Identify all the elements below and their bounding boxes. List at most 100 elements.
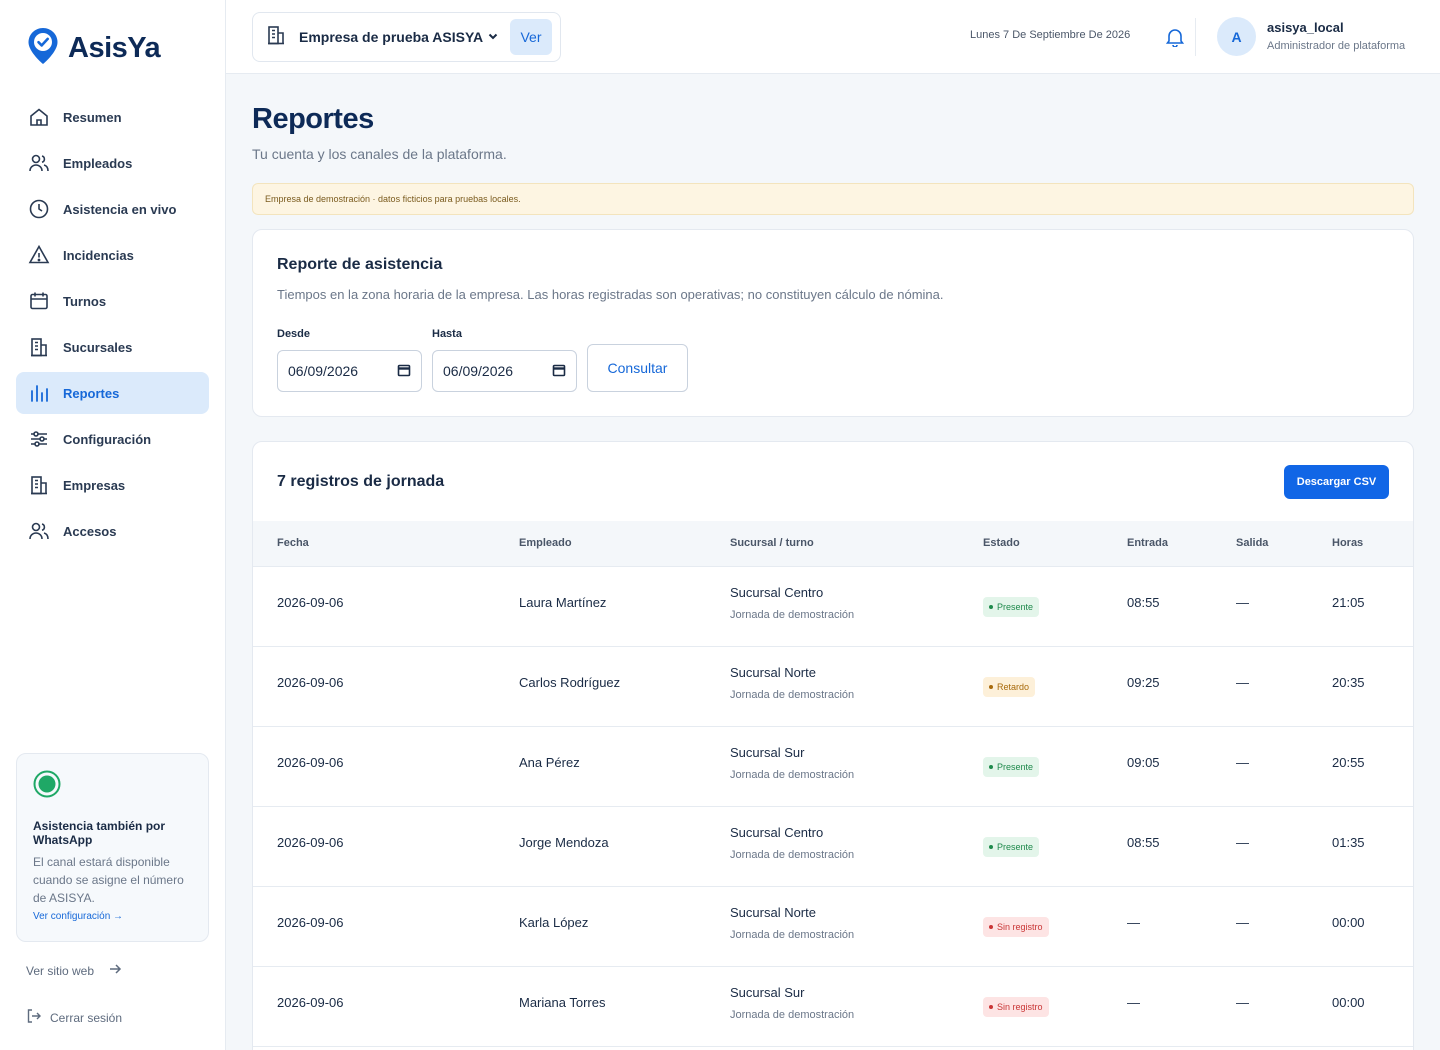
bell-icon[interactable] (1165, 27, 1185, 52)
from-date-input[interactable]: 06/09/2026 (277, 350, 422, 392)
row-date: 2026-09-06 (277, 995, 344, 1010)
table-row[interactable]: 2026-09-06 Karla López Sucursal Norte Jo… (253, 886, 1413, 966)
brand-logo[interactable]: AsisYa (26, 26, 161, 71)
whatsapp-card-title: Asistencia también por WhatsApp (33, 819, 166, 847)
consult-button[interactable]: Consultar (587, 344, 688, 392)
view-company-button[interactable]: Ver (510, 19, 552, 55)
status-badge: Presente (983, 837, 1040, 857)
row-date: 2026-09-06 (277, 835, 344, 850)
sidebar-item-empleados[interactable]: Empleados (16, 142, 209, 184)
table-row-partial (253, 1046, 1413, 1050)
sidebar-item-label: Configuración (63, 431, 152, 447)
users-icon (28, 520, 50, 542)
page-title: Reportes (252, 103, 374, 135)
company-selector: Empresa de prueba ASISYA Ver (252, 12, 561, 62)
status-dot (989, 685, 993, 689)
status-dot (989, 605, 993, 609)
avatar[interactable]: A (1217, 17, 1256, 56)
column-header[interactable]: Empleado (519, 537, 572, 549)
column-header[interactable]: Salida (1236, 537, 1269, 549)
company-dropdown[interactable]: Empresa de prueba ASISYA (299, 29, 499, 45)
whatsapp-card: Asistencia también por WhatsApp El canal… (16, 753, 209, 942)
row-date: 2026-09-06 (277, 915, 344, 930)
row-out: — (1236, 995, 1249, 1010)
logout-link[interactable]: Cerrar sesión (26, 1008, 122, 1027)
row-shift: Jornada de demostración (730, 769, 855, 781)
row-hours: 00:00 (1332, 915, 1365, 930)
records-title: 7 registros de jornada (277, 473, 445, 490)
row-in: 09:25 (1127, 675, 1160, 690)
home-icon (28, 106, 50, 128)
sidebar-item-label: Incidencias (63, 247, 134, 263)
status-badge: Sin registro (983, 917, 1049, 937)
row-out: — (1236, 915, 1249, 930)
row-in: — (1127, 915, 1140, 930)
status-dot (989, 765, 993, 769)
column-header[interactable]: Sucursal / turno (730, 537, 814, 549)
to-date-input[interactable]: 06/09/2026 (432, 350, 577, 392)
logout-label: Cerrar sesión (50, 1010, 123, 1025)
row-employee: Karla López (519, 915, 589, 930)
sidebar-item-sucursales[interactable]: Sucursales (16, 326, 209, 368)
row-out: — (1236, 755, 1249, 770)
topbar: Empresa de prueba ASISYA Ver Lunes 7 De … (226, 0, 1440, 74)
report-title: Reporte de asistencia (277, 256, 443, 273)
calendar-icon[interactable] (552, 363, 566, 380)
sidebar-item-resumen[interactable]: Resumen (16, 96, 209, 138)
sidebar-item-incidencias[interactable]: Incidencias (16, 234, 209, 276)
sliders-icon (28, 428, 50, 450)
row-branch: Sucursal Norte (730, 905, 816, 920)
column-header[interactable]: Estado (983, 537, 1020, 549)
table-row[interactable]: 2026-09-06 Carlos Rodríguez Sucursal Nor… (253, 646, 1413, 726)
view-site-link[interactable]: Ver sitio web (26, 962, 122, 979)
status-badge: Sin registro (983, 997, 1049, 1017)
records-card: 7 registros de jornada Descargar CSV Fec… (252, 441, 1414, 1050)
calendar-icon[interactable] (397, 363, 411, 380)
row-shift: Jornada de demostración (730, 689, 855, 701)
status-label: Presente (997, 762, 1034, 772)
table-row[interactable]: 2026-09-06 Jorge Mendoza Sucursal Centro… (253, 806, 1413, 886)
users-icon (28, 152, 50, 174)
table-row[interactable]: 2026-09-06 Ana Pérez Sucursal Sur Jornad… (253, 726, 1413, 806)
table-header: Fecha Empleado Sucursal / turno Estado E… (253, 521, 1413, 566)
to-date-value: 06/09/2026 (443, 363, 514, 379)
sidebar: AsisYa Resumen Empleados Asistencia en v… (0, 0, 226, 1050)
sidebar-item-asistencia-en-vivo[interactable]: Asistencia en vivo (16, 188, 209, 230)
sidebar-item-accesos[interactable]: Accesos (16, 510, 209, 552)
building-icon (28, 336, 50, 358)
building-icon (28, 474, 50, 496)
row-employee: Ana Pérez (519, 755, 580, 770)
table-row[interactable]: 2026-09-06 Laura Martínez Sucursal Centr… (253, 566, 1413, 646)
download-csv-button[interactable]: Descargar CSV (1284, 465, 1389, 499)
to-label: Hasta (432, 328, 462, 340)
sidebar-item-label: Empleados (63, 155, 133, 171)
status-dot (989, 925, 993, 929)
row-employee: Jorge Mendoza (519, 835, 609, 850)
row-shift: Jornada de demostración (730, 609, 855, 621)
whatsapp-config-link[interactable]: Ver configuración → (33, 911, 124, 922)
row-date: 2026-09-06 (277, 755, 344, 770)
row-shift: Jornada de demostración (730, 849, 855, 861)
sidebar-item-empresas[interactable]: Empresas (16, 464, 209, 506)
from-date-value: 06/09/2026 (288, 363, 359, 379)
sidebar-item-configuracion[interactable]: Configuración (16, 418, 209, 460)
user-name: asisya_local (1267, 20, 1344, 35)
column-header[interactable]: Horas (1332, 537, 1364, 549)
building-icon (265, 24, 287, 51)
whatsapp-card-text: El canal estará disponible cuando se asi… (33, 855, 184, 905)
column-header[interactable]: Entrada (1127, 537, 1168, 549)
table-row[interactable]: 2026-09-06 Mariana Torres Sucursal Sur J… (253, 966, 1413, 1046)
status-label: Presente (997, 602, 1034, 612)
row-in: 09:05 (1127, 755, 1160, 770)
row-hours: 20:35 (1332, 675, 1365, 690)
status-dot (989, 845, 993, 849)
sidebar-item-turnos[interactable]: Turnos (16, 280, 209, 322)
sidebar-item-label: Turnos (63, 293, 107, 309)
sidebar-item-label: Sucursales (63, 339, 133, 355)
row-date: 2026-09-06 (277, 675, 344, 690)
column-header[interactable]: Fecha (277, 537, 309, 549)
row-hours: 20:55 (1332, 755, 1365, 770)
map-pin-check-icon (26, 26, 60, 71)
demo-banner: Empresa de demostración · datos ficticio… (252, 183, 1414, 215)
sidebar-item-reportes[interactable]: Reportes (16, 372, 209, 414)
